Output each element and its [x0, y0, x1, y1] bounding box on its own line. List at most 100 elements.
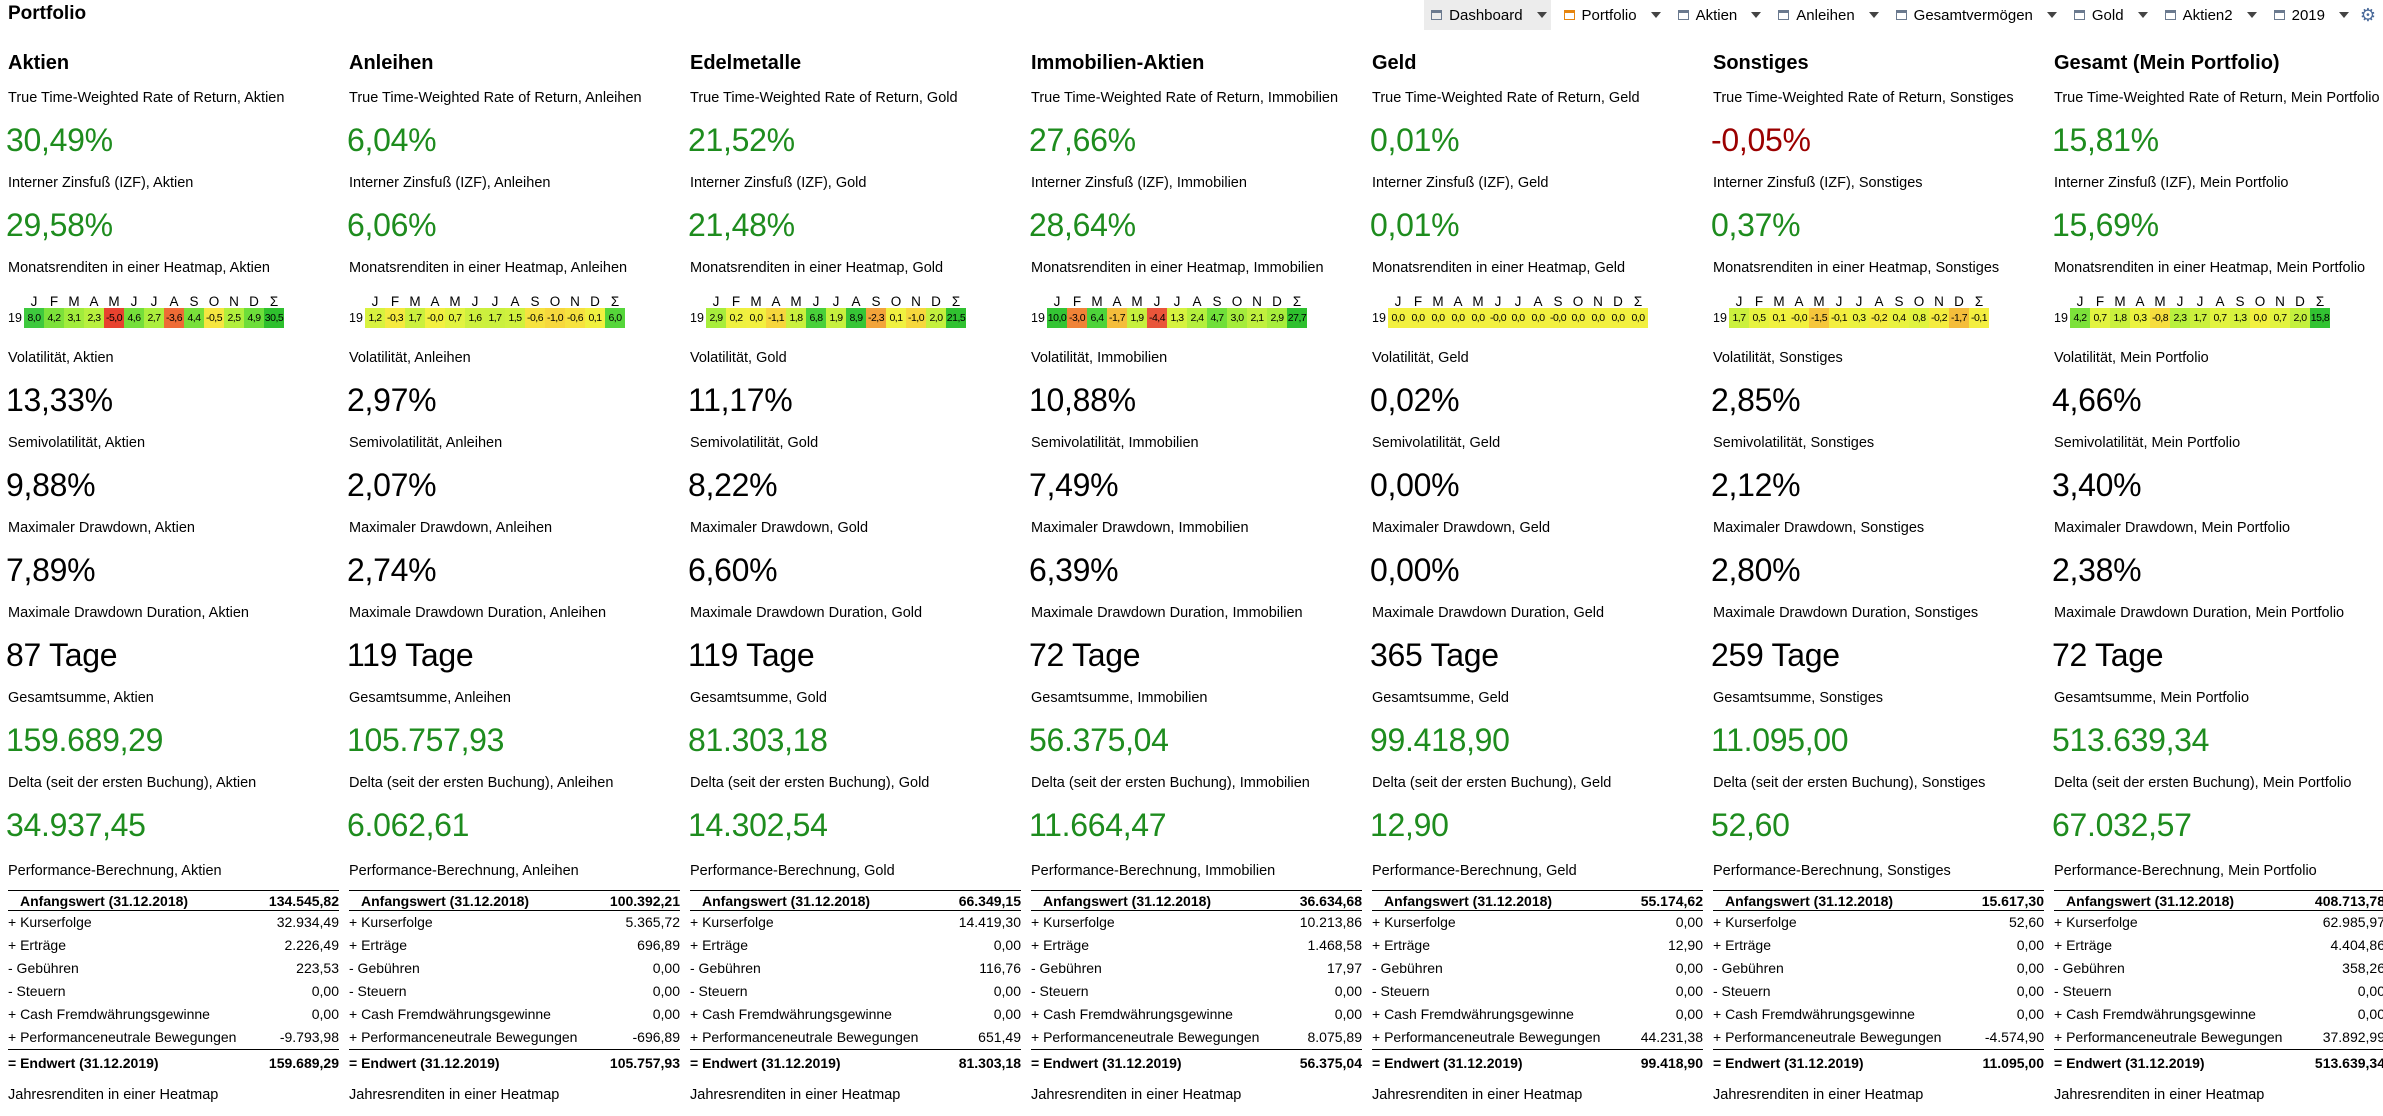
heatmap-cell[interactable]: 0,7 — [2270, 308, 2290, 328]
heatmap-cell[interactable]: 1,2 — [365, 308, 385, 328]
heatmap-cell[interactable]: 0,7 — [2210, 308, 2230, 328]
chevron-down-icon[interactable] — [1868, 12, 1879, 18]
tab-portfolio[interactable]: Portfolio — [1557, 0, 1665, 30]
heatmap-cell[interactable]: 1,3 — [1167, 308, 1187, 328]
chevron-down-icon[interactable] — [1751, 12, 1762, 18]
chevron-down-icon[interactable] — [1536, 12, 1547, 18]
heatmap-cell[interactable]: 3,1 — [64, 308, 84, 328]
heatmap-cell[interactable]: 0,1 — [585, 308, 605, 328]
heatmap-cell[interactable]: 15,8 — [2310, 308, 2330, 328]
chevron-down-icon[interactable] — [2339, 12, 2349, 18]
heatmap-cell[interactable]: 0,0 — [1448, 308, 1468, 328]
tab-aktien2[interactable]: Aktien2 — [2158, 0, 2261, 30]
heatmap-cell[interactable]: 0,0 — [1528, 308, 1548, 328]
heatmap-cell[interactable]: 3,0 — [1227, 308, 1247, 328]
heatmap-cell[interactable]: -3,6 — [164, 308, 184, 328]
heatmap-cell[interactable]: -1,0 — [906, 308, 926, 328]
heatmap-cell[interactable]: -0,3 — [385, 308, 405, 328]
heatmap-cell[interactable]: 4,2 — [2070, 308, 2090, 328]
heatmap-cell[interactable]: -0,0 — [1548, 308, 1568, 328]
heatmap-cell[interactable]: 1,3 — [2230, 308, 2250, 328]
heatmap-cell[interactable]: 2,9 — [1267, 308, 1287, 328]
heatmap-cell[interactable]: 4,6 — [124, 308, 144, 328]
heatmap-cell[interactable]: 1,7 — [485, 308, 505, 328]
chevron-down-icon[interactable] — [1650, 12, 1661, 18]
heatmap-cell[interactable]: -0,6 — [525, 308, 545, 328]
heatmap-cell[interactable]: -1,7 — [1949, 308, 1969, 328]
tab-anleihen[interactable]: Anleihen — [1771, 0, 1882, 30]
heatmap-cell[interactable]: 21,5 — [946, 308, 966, 328]
heatmap-cell[interactable]: 2,7 — [144, 308, 164, 328]
tab-aktien[interactable]: Aktien — [1671, 0, 1766, 30]
heatmap-cell[interactable]: -0,0 — [1789, 308, 1809, 328]
heatmap-cell[interactable]: 1,8 — [2110, 308, 2130, 328]
heatmap-cell[interactable]: -1,7 — [1107, 308, 1127, 328]
heatmap-cell[interactable]: 1,7 — [2190, 308, 2210, 328]
heatmap-cell[interactable]: 1,6 — [465, 308, 485, 328]
heatmap-cell[interactable]: -2,3 — [866, 308, 886, 328]
tab-dashboard[interactable]: Dashboard — [1424, 0, 1551, 30]
heatmap-cell[interactable]: 0,4 — [1889, 308, 1909, 328]
heatmap-cell[interactable]: -0,6 — [565, 308, 585, 328]
heatmap-cell[interactable]: 0,0 — [1408, 308, 1428, 328]
heatmap-cell[interactable]: -1,1 — [766, 308, 786, 328]
heatmap-cell[interactable]: 2,3 — [2170, 308, 2190, 328]
heatmap-cell[interactable]: 0,3 — [2130, 308, 2150, 328]
heatmap-cell[interactable]: 0,0 — [1508, 308, 1528, 328]
heatmap-cell[interactable]: 2,0 — [2290, 308, 2310, 328]
heatmap-cell[interactable]: 0,0 — [1388, 308, 1408, 328]
heatmap-cell[interactable]: 2,4 — [1187, 308, 1207, 328]
heatmap-cell[interactable]: 0,0 — [1588, 308, 1608, 328]
heatmap-cell[interactable]: 30,5 — [264, 308, 284, 328]
heatmap-cell[interactable]: 4,4 — [184, 308, 204, 328]
heatmap-cell[interactable]: 0,7 — [445, 308, 465, 328]
heatmap-cell[interactable]: 4,9 — [244, 308, 264, 328]
heatmap-cell[interactable]: 1,8 — [786, 308, 806, 328]
heatmap-cell[interactable]: 0,5 — [1749, 308, 1769, 328]
heatmap-cell[interactable]: 6,8 — [806, 308, 826, 328]
heatmap-cell[interactable]: 4,7 — [1207, 308, 1227, 328]
heatmap-cell[interactable]: -0,2 — [1929, 308, 1949, 328]
tab-2019[interactable]: 2019 — [2267, 0, 2353, 30]
heatmap-cell[interactable]: 2,1 — [1247, 308, 1267, 328]
heatmap-cell[interactable]: -0,8 — [2150, 308, 2170, 328]
heatmap-cell[interactable]: -1,0 — [545, 308, 565, 328]
heatmap-cell[interactable]: 0,0 — [1568, 308, 1588, 328]
heatmap-cell[interactable]: 2,5 — [224, 308, 244, 328]
chevron-down-icon[interactable] — [2046, 12, 2057, 18]
heatmap-cell[interactable]: 1,9 — [1127, 308, 1147, 328]
heatmap-cell[interactable]: -0,0 — [1488, 308, 1508, 328]
heatmap-cell[interactable]: 1,9 — [826, 308, 846, 328]
heatmap-cell[interactable]: 2,3 — [84, 308, 104, 328]
heatmap-cell[interactable]: 2,9 — [706, 308, 726, 328]
heatmap-cell[interactable]: 2,0 — [926, 308, 946, 328]
heatmap-cell[interactable]: 6,0 — [605, 308, 625, 328]
heatmap-cell[interactable]: 6,4 — [1087, 308, 1107, 328]
chevron-down-icon[interactable] — [2246, 12, 2257, 18]
heatmap-cell[interactable]: 0,0 — [1628, 308, 1648, 328]
heatmap-cell[interactable]: -5,0 — [104, 308, 124, 328]
heatmap-cell[interactable]: -0,1 — [1829, 308, 1849, 328]
heatmap-cell[interactable]: 4,2 — [44, 308, 64, 328]
heatmap-cell[interactable]: 0,0 — [746, 308, 766, 328]
heatmap-cell[interactable]: 0,1 — [1769, 308, 1789, 328]
heatmap-cell[interactable]: 0,0 — [1468, 308, 1488, 328]
heatmap-cell[interactable]: 0,2 — [726, 308, 746, 328]
heatmap-cell[interactable]: -0,0 — [425, 308, 445, 328]
heatmap-cell[interactable]: 1,7 — [1729, 308, 1749, 328]
heatmap-cell[interactable]: 27,7 — [1287, 308, 1307, 328]
tab-gesamtverm-gen[interactable]: Gesamtvermögen — [1889, 0, 2061, 30]
heatmap-cell[interactable]: -0,2 — [1869, 308, 1889, 328]
heatmap-cell[interactable]: -0,5 — [204, 308, 224, 328]
gear-icon[interactable]: ⚙ — [2359, 4, 2377, 25]
heatmap-cell[interactable]: 1,5 — [505, 308, 525, 328]
heatmap-cell[interactable]: 0,8 — [1909, 308, 1929, 328]
heatmap-cell[interactable]: -3,0 — [1067, 308, 1087, 328]
heatmap-cell[interactable]: 0,0 — [2250, 308, 2270, 328]
heatmap-cell[interactable]: -4,4 — [1147, 308, 1167, 328]
heatmap-cell[interactable]: 0,0 — [1428, 308, 1448, 328]
heatmap-cell[interactable]: 8,9 — [846, 308, 866, 328]
heatmap-cell[interactable]: 1,7 — [405, 308, 425, 328]
heatmap-cell[interactable]: 10,0 — [1047, 308, 1067, 328]
heatmap-cell[interactable]: 0,1 — [886, 308, 906, 328]
